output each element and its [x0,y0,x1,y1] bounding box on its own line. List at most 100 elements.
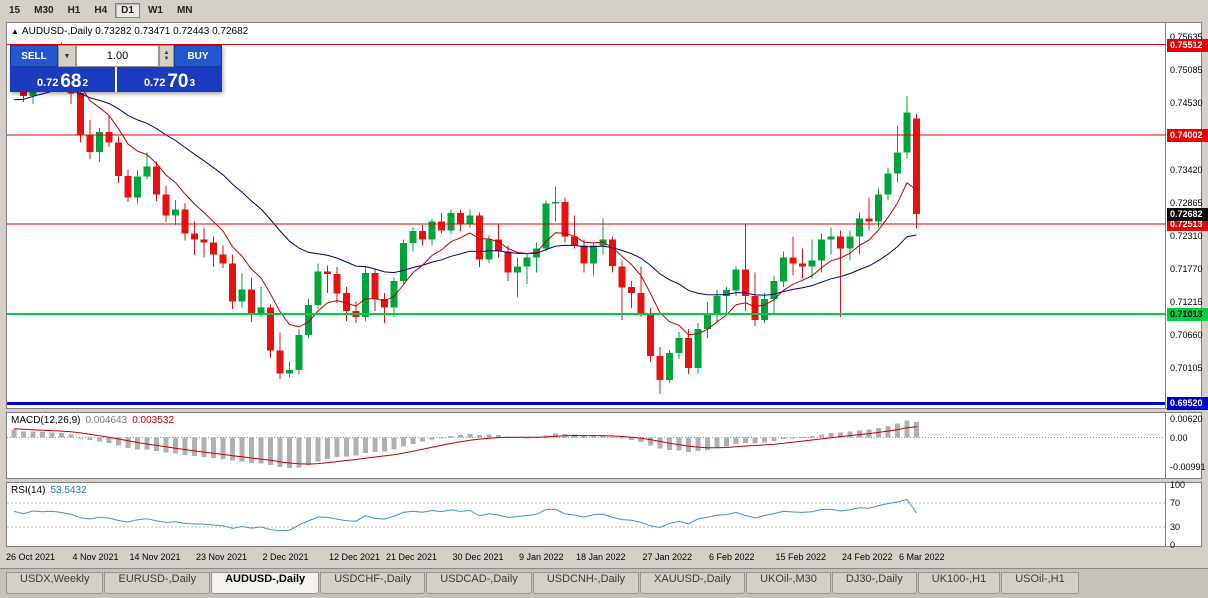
candle-body [419,230,426,240]
candle-body [286,369,293,374]
candle-body [181,209,189,234]
macd-histogram-bar [363,437,368,454]
candle-body [86,135,94,152]
macd-histogram-bar [448,436,454,438]
macd-histogram-bar [657,437,663,449]
chart-tab-dj30-daily[interactable]: DJ30-,Daily [831,572,917,594]
candle-body [333,274,341,294]
date-tick-label: 18 Jan 2022 [576,552,626,562]
date-tick-label: 14 Nov 2021 [129,552,181,562]
candle-body [846,236,854,249]
collapse-icon[interactable]: ▲ [11,27,19,36]
chart-tab-eurusd-daily[interactable]: EURUSD-,Daily [104,572,211,594]
timeframe-button-mn[interactable]: MN [176,4,193,16]
date-tick-label: 24 Feb 2022 [842,552,893,562]
spin-up-icon[interactable]: ▲ [163,50,170,56]
candle-body [808,260,816,267]
candle-body [495,239,502,252]
ma-fast-line [13,60,917,336]
spin-down-icon[interactable]: ▼ [163,56,170,62]
buy-button[interactable]: BUY [174,45,222,67]
date-tick-label: 9 Jan 2022 [519,552,564,562]
candle-body [257,307,265,315]
macd-histogram-bar [97,437,102,442]
macd-histogram-bar [116,437,121,446]
macd-indicator-panel[interactable] [7,413,1165,478]
candle-body [780,257,787,282]
chart-tab-bar: USDX,Weekly EURUSD-,Daily AUDUSD-,Daily USD… [0,568,1208,598]
chart-tab-usdcnh-daily[interactable]: USDCNH-,Daily [532,572,640,594]
chart-ohlc-header: ▲ AUDUSD-,Daily 0.73282 0.73471 0.72443 0… [11,26,248,37]
chart-tab-xauusd-daily[interactable]: XAUUSD-,Daily [640,572,746,594]
timeframe-toolbar: 15 M30 H1 H4 D1 W1 MN [0,0,1208,20]
macd-histogram-bar [239,437,245,462]
timeframe-button-d1[interactable]: D1 [115,2,140,18]
ma-slow-line [13,89,917,296]
macd-histogram-bar [724,437,729,447]
rsi-tick-label: 100 [1170,480,1186,490]
timeframe-button-h1[interactable]: H1 [67,4,81,16]
buy-price-prefix: 0.72 [143,77,166,89]
macd-histogram-bar [458,435,463,438]
lot-stepper[interactable]: ▲ ▼ [159,45,174,67]
timeframe-button-w1[interactable]: W1 [147,4,163,16]
macd-histogram-bar [838,432,843,438]
lot-size-input[interactable]: 1.00 [76,45,159,67]
candle-body [210,242,217,255]
timeframe-button-h4[interactable]: H4 [94,4,108,16]
macd-histogram-bar [895,423,900,438]
rsi-name: RSI(14) [11,485,46,496]
buy-price-big: 70 [167,71,189,92]
timeframe-button-m30[interactable]: M30 [34,4,54,16]
lot-dropdown-arrow-icon[interactable]: ▼ [58,45,76,67]
chart-tab-usdcad-daily[interactable]: USDCAD-,Daily [426,572,532,594]
candle-body [428,221,436,240]
candle-body [172,209,179,216]
date-axis[interactable]: 26 Oct 2021 4 Nov 2021 14 Nov 2021 23 Nov 2… [0,547,1208,568]
candle-body [219,254,227,264]
candle-body [514,266,521,273]
chart-tab-ukoil-m30[interactable]: UKOil-,M30 [746,572,831,594]
panel-separator[interactable] [6,478,1202,483]
macd-histogram-bar [800,436,805,438]
candle-body [476,215,483,260]
chart-tab-usoil-h1[interactable]: USOil-,H1 [1001,572,1079,594]
candle-body [818,239,825,261]
chart-tab-uk100-h1[interactable]: UK100-,H1 [917,572,1001,594]
timeframe-button-15[interactable]: 15 [9,4,21,16]
candle-body [837,236,844,249]
candle-body [390,281,398,308]
macd-histogram-bar [439,437,444,439]
macd-histogram-bar [705,437,710,450]
macd-histogram-bar [306,437,311,466]
sell-button[interactable]: SELL [10,45,58,67]
panel-separator[interactable] [6,408,1202,413]
buy-price-display[interactable]: 0.72 70 3 [117,67,222,92]
macd-histogram-bar [59,433,64,438]
candle-body [466,215,474,225]
candle-body [96,132,103,152]
candle-body [827,236,835,240]
chart-tab-usdx-weekly[interactable]: USDX,Weekly [6,572,104,594]
candle-body [276,350,284,374]
rsi-tick-label: 30 [1170,522,1181,532]
sell-price-display[interactable]: 0.72 68 2 [10,67,115,92]
macd-histogram-bar [372,437,378,453]
rsi-indicator-panel[interactable] [7,483,1165,546]
candle-body [447,213,455,231]
candle-body [609,239,616,267]
macd-histogram-bar [743,437,748,444]
macd-histogram-bar [638,437,644,443]
sell-price-sup: 2 [82,78,89,89]
candle-body [371,272,379,300]
candle-body [865,218,873,222]
macd-histogram-bar [904,420,910,438]
chart-window[interactable] [6,22,1202,547]
macd-histogram-bar [619,437,625,439]
macd-histogram-bar [296,437,302,468]
chart-tab-audusd-daily[interactable]: AUDUSD-,Daily [211,572,320,594]
chart-tab-usdchf-daily[interactable]: USDCHF-,Daily [320,572,426,594]
candle-body [666,353,673,380]
axis-separator [1165,22,1166,547]
candle-body [799,263,806,267]
